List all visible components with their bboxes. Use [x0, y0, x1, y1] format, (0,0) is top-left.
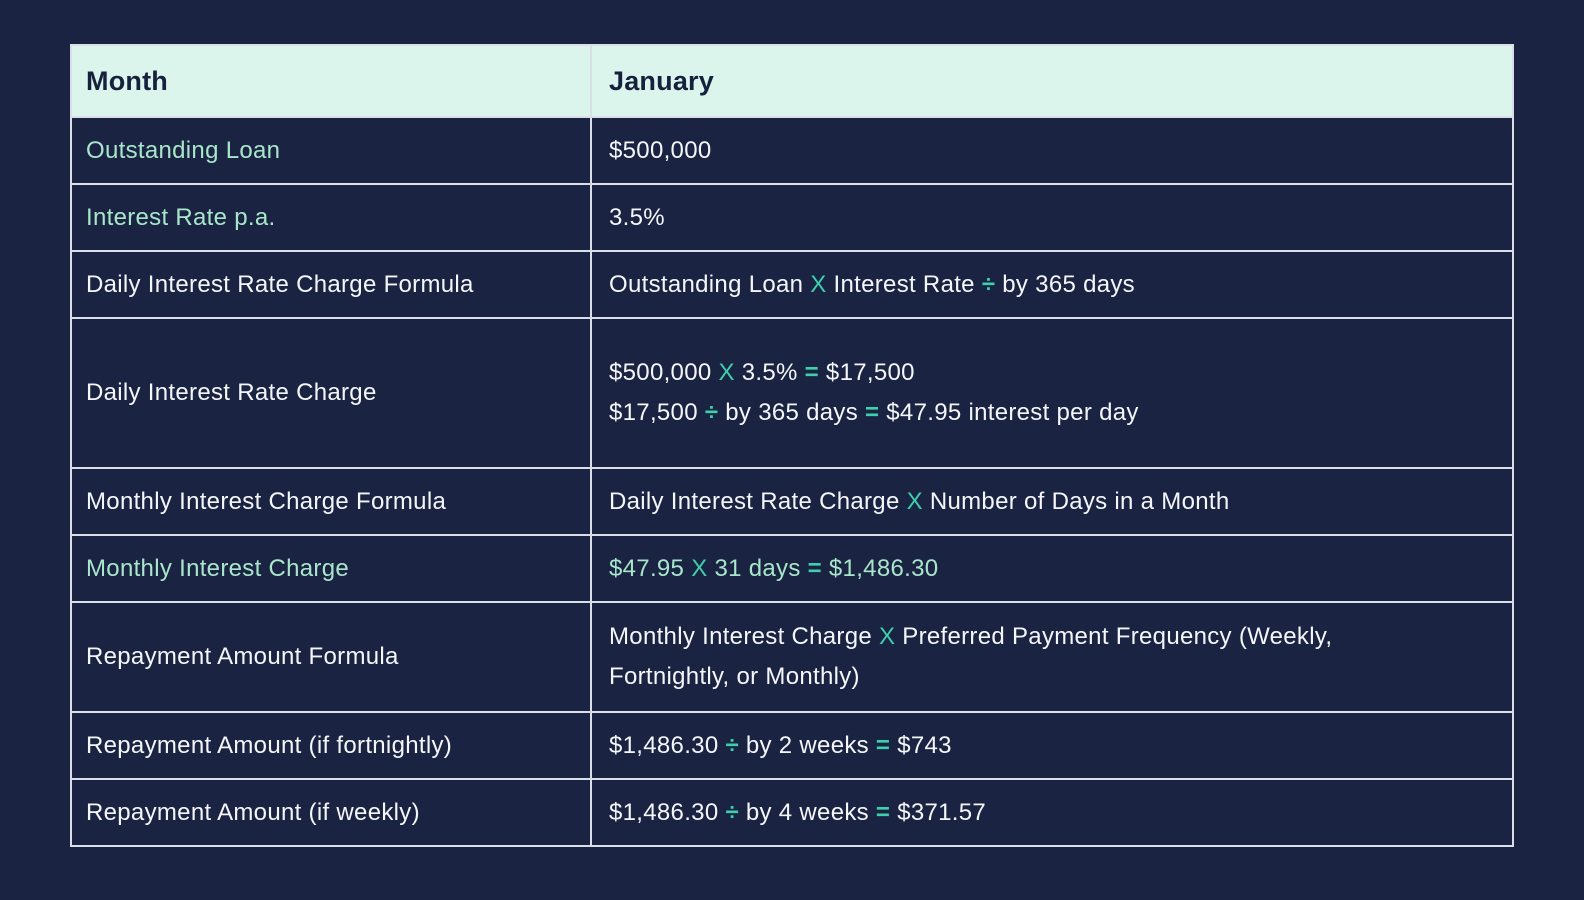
row-label: Repayment Amount (if weekly) [86, 798, 420, 826]
value-text: 3.5% [734, 359, 805, 386]
row-label-cell: Monthly Interest Charge Formula [72, 469, 592, 534]
row-label: Daily Interest Rate Charge [86, 379, 377, 406]
multiply-operator: X [879, 623, 896, 650]
multiply-operator: X [906, 487, 923, 515]
row-value-cell: $47.95 X 31 days = $1,486.30 [592, 536, 1512, 601]
divide-operator: ÷ [725, 798, 739, 826]
value-text: Monthly Interest Charge [609, 623, 879, 650]
value-text: 3.5% [609, 203, 665, 231]
value-text: by 365 days [718, 399, 865, 426]
table-row: Monthly Interest Charge $47.95 X 31 days… [72, 534, 1512, 601]
value-line: $1,486.30 ÷ by 4 weeks = $371.57 [609, 793, 1492, 833]
row-value-cell: Daily Interest Rate Charge X Number of D… [592, 469, 1512, 534]
divide-operator: ÷ [704, 399, 719, 426]
equals-operator: = [807, 554, 822, 582]
value-text: $17,500 [609, 399, 705, 426]
row-value-cell: $500,000 [592, 118, 1512, 183]
multiply-operator: X [810, 270, 827, 298]
row-value-cell: Monthly Interest Charge X Preferred Paym… [592, 603, 1512, 711]
value-text: $1,486.30 [821, 554, 939, 582]
table-row: Outstanding Loan $500,000 [72, 116, 1512, 183]
value-line: $500,000 [609, 131, 1492, 171]
value-text: Daily Interest Rate Charge [609, 487, 907, 515]
value-text: Fortnightly, or Monthly) [609, 663, 860, 690]
equals-operator: = [875, 731, 891, 759]
value-text: by 365 days [995, 270, 1135, 298]
row-label-cell: Interest Rate p.a. [72, 185, 592, 250]
value-text: by 2 weeks [738, 731, 876, 759]
row-label-cell: Monthly Interest Charge [72, 536, 592, 601]
row-label-cell: Repayment Amount (if fortnightly) [72, 713, 592, 778]
divide-operator: ÷ [981, 270, 996, 298]
value-line: $1,486.30 ÷ by 2 weeks = $743 [609, 726, 1492, 766]
equals-operator: = [875, 798, 891, 826]
multiply-operator: X [691, 554, 708, 582]
table-row: Monthly Interest Charge Formula Daily In… [72, 467, 1512, 534]
row-label: Repayment Amount Formula [86, 643, 399, 670]
value-text: $500,000 [609, 136, 712, 164]
table-row: Repayment Amount Formula Monthly Interes… [72, 601, 1512, 711]
value-text: $47.95 interest per day [879, 399, 1139, 426]
row-label: Outstanding Loan [86, 136, 281, 164]
table-row: Daily Interest Rate Charge $500,000 X 3.… [72, 317, 1512, 467]
row-label: Monthly Interest Charge [86, 554, 350, 582]
multiply-operator: X [718, 359, 735, 386]
row-value-cell: $500,000 X 3.5% = $17,500 $17,500 ÷ by 36… [592, 319, 1512, 467]
row-label: Repayment Amount (if fortnightly) [86, 731, 453, 759]
value-text: $1,486.30 [609, 731, 726, 759]
value-line: $47.95 X 31 days = $1,486.30 [609, 549, 1492, 589]
row-value-cell: $1,486.30 ÷ by 2 weeks = $743 [592, 713, 1512, 778]
value-line: Daily Interest Rate Charge X Number of D… [609, 482, 1492, 522]
table-header-row: Month January [72, 46, 1512, 116]
value-text: $1,486.30 [609, 798, 726, 826]
value-line: Monthly Interest Charge X Preferred Paym… [609, 617, 1492, 657]
value-text: $47.95 [609, 554, 692, 582]
header-month-cell: Month [72, 46, 592, 116]
table-rows: Outstanding Loan $500,000 Interest Rate … [72, 116, 1512, 845]
row-label: Interest Rate p.a. [86, 203, 276, 231]
row-label-cell: Repayment Amount Formula [72, 603, 592, 711]
table-row: Daily Interest Rate Charge Formula Outst… [72, 250, 1512, 317]
divide-operator: ÷ [725, 731, 739, 759]
equals-operator: = [804, 359, 819, 386]
row-value-cell: Outstanding Loan X Interest Rate ÷ by 36… [592, 252, 1512, 317]
value-text: $17,500 [818, 359, 915, 386]
table-row: Repayment Amount (if weekly) $1,486.30 ÷… [72, 778, 1512, 845]
row-label-cell: Outstanding Loan [72, 118, 592, 183]
table-row: Interest Rate p.a. 3.5% [72, 183, 1512, 250]
table-row: Repayment Amount (if fortnightly) $1,486… [72, 711, 1512, 778]
value-text: Interest Rate [826, 270, 982, 298]
value-text: 31 days [707, 554, 808, 582]
header-january-cell: January [592, 46, 1512, 116]
value-line: 3.5% [609, 198, 1492, 238]
value-text: Number of Days in a Month [922, 487, 1230, 515]
value-text: $371.57 [890, 798, 987, 826]
row-value-cell: 3.5% [592, 185, 1512, 250]
row-label: Daily Interest Rate Charge Formula [86, 270, 474, 298]
value-text: Outstanding Loan [609, 270, 811, 298]
header-month-value: January [609, 66, 714, 96]
row-label-cell: Daily Interest Rate Charge [72, 319, 592, 467]
row-label: Monthly Interest Charge Formula [86, 487, 447, 515]
row-label-cell: Repayment Amount (if weekly) [72, 780, 592, 845]
loan-interest-table: Month January Outstanding Loan $500,000 … [70, 44, 1514, 847]
value-text: by 4 weeks [738, 798, 876, 826]
row-value-cell: $1,486.30 ÷ by 4 weeks = $371.57 [592, 780, 1512, 845]
value-line: Outstanding Loan X Interest Rate ÷ by 36… [609, 265, 1492, 305]
value-line: Fortnightly, or Monthly) [609, 657, 1492, 697]
row-label-cell: Daily Interest Rate Charge Formula [72, 252, 592, 317]
value-line: $17,500 ÷ by 365 days = $47.95 interest … [609, 393, 1492, 433]
value-text: $743 [890, 731, 952, 759]
value-line: $500,000 X 3.5% = $17,500 [609, 353, 1492, 393]
header-month-label: Month [86, 66, 168, 96]
value-text: Preferred Payment Frequency (Weekly, [895, 623, 1333, 650]
value-text: $500,000 [609, 359, 719, 386]
equals-operator: = [864, 399, 880, 426]
